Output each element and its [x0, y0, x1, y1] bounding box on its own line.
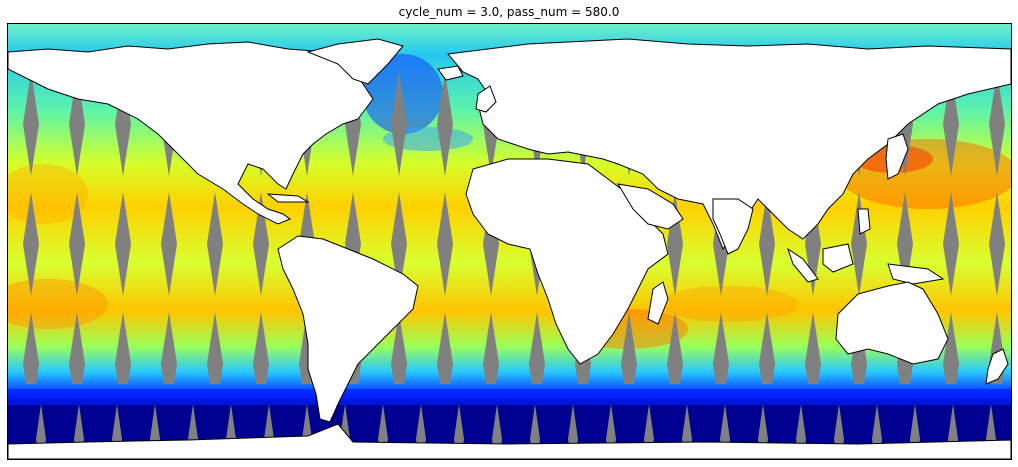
arabia — [617, 183, 684, 230]
japan — [885, 133, 909, 180]
greenland — [306, 38, 404, 85]
world-map — [8, 24, 1011, 459]
madagascar — [647, 281, 669, 325]
new-guinea — [887, 263, 945, 285]
map-title: cycle_num = 3.0, pass_num = 580.0 — [398, 5, 620, 19]
map-frame — [7, 23, 1012, 460]
india — [712, 198, 754, 255]
iceland — [437, 65, 464, 81]
british-isles — [475, 85, 497, 113]
north-america — [8, 41, 374, 225]
borneo — [822, 243, 854, 273]
south-america — [277, 235, 419, 423]
africa — [465, 158, 669, 365]
missing-data-gaps-south — [8, 384, 1011, 444]
new-zealand — [985, 348, 1009, 385]
australia — [835, 281, 949, 365]
antarctica — [8, 423, 1011, 459]
eurasia — [447, 38, 1011, 251]
philippines — [857, 208, 871, 235]
landmasses — [8, 38, 1011, 459]
sumatra — [787, 247, 819, 283]
cuba — [266, 193, 310, 203]
